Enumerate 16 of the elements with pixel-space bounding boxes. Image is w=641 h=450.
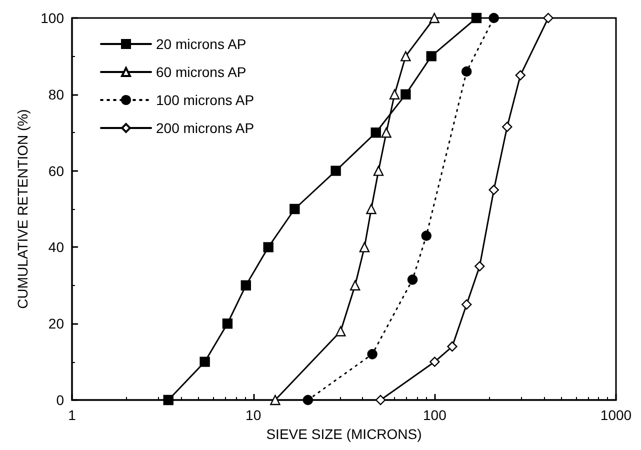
y-tick-label: 100 (40, 10, 64, 26)
x-axis-title: SIEVE SIZE (MICRONS) (266, 426, 422, 442)
y-tick-label: 60 (48, 162, 64, 179)
y-tick-label: 0 (56, 392, 64, 408)
y-tick-label: 20 (48, 316, 64, 332)
legend-label: 100 microns AP (156, 92, 254, 108)
x-tick-label: 1000 (600, 407, 632, 423)
y-tick-label: 40 (48, 239, 64, 256)
y-axis-title: CUMULATIVE RETENTION (%) (14, 109, 31, 309)
legend-label: 60 microns AP (156, 64, 246, 80)
y-tick-label: 80 (48, 86, 64, 102)
x-tick-label: 1 (68, 407, 76, 423)
x-tick-label: 100 (422, 407, 447, 423)
x-tick-label: 10 (246, 407, 262, 423)
legend-label: 20 microns AP (156, 36, 246, 52)
legend-label: 200 microns AP (156, 120, 254, 136)
